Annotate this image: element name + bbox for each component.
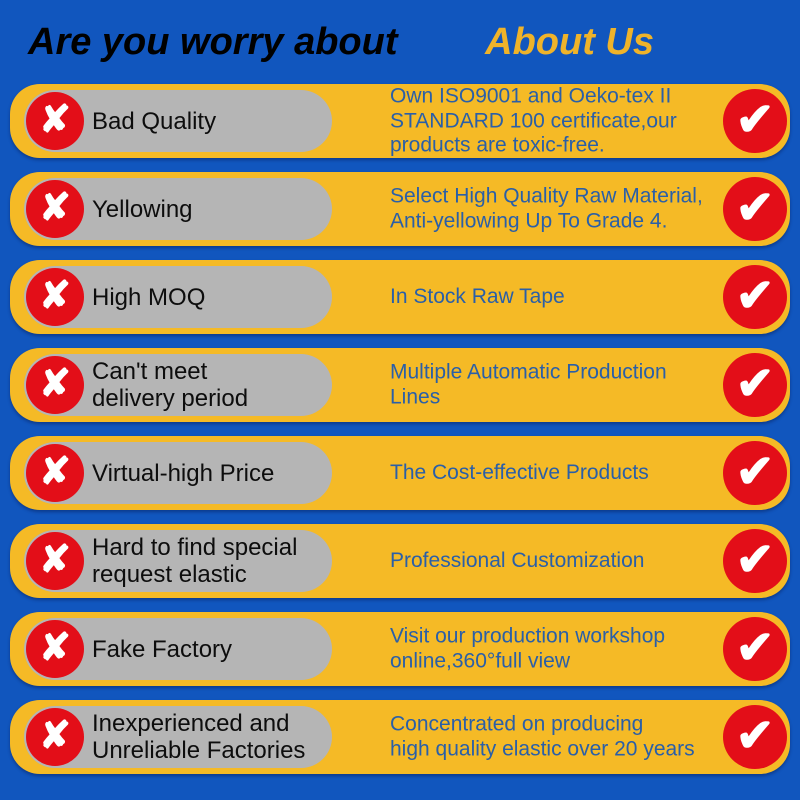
cross-glyph: ✘ (39, 627, 71, 669)
problem-label: Bad Quality (92, 107, 217, 135)
cross-icon: ✘ (26, 620, 84, 678)
check-icon: ✔ (723, 529, 787, 593)
cross-glyph: ✘ (39, 451, 71, 493)
check-icon: ✔ (723, 353, 787, 417)
solution-text: The Cost-effective Products (390, 460, 649, 484)
check-icon: ✔ (723, 177, 787, 241)
worry-title: Are you worry about (28, 20, 398, 63)
problem-label: High MOQ (92, 283, 206, 311)
problem-label: Yellowing (92, 195, 193, 223)
problem-label: Inexperienced and Unreliable Factories (92, 710, 306, 764)
comparison-row-yellowing: ✘ Yellowing Select High Quality Raw Mate… (10, 172, 790, 246)
check-glyph: ✔ (735, 357, 775, 409)
problem-pill: ✘ Virtual-high Price (24, 442, 332, 504)
solution-text: Concentrated on producing high quality e… (390, 712, 695, 761)
check-glyph: ✔ (735, 709, 775, 761)
cross-icon: ✘ (26, 356, 84, 414)
comparison-rows: ✘ Bad Quality Own ISO9001 and Oeko-tex I… (10, 84, 790, 774)
cross-glyph: ✘ (39, 275, 71, 317)
solution-text: Professional Customization (390, 548, 645, 572)
solution-text: Multiple Automatic Production Lines (390, 360, 667, 409)
check-icon: ✔ (723, 617, 787, 681)
cross-glyph: ✘ (39, 363, 71, 405)
comparison-row-special-request: ✘ Hard to find special request elastic P… (10, 524, 790, 598)
cross-icon: ✘ (26, 444, 84, 502)
problem-label: Virtual-high Price (92, 459, 275, 487)
problem-label: Hard to find special request elastic (92, 534, 298, 588)
header: Are you worry about About Us (0, 0, 800, 84)
solution-text: Visit our production workshop online,360… (390, 624, 666, 673)
cross-icon: ✘ (26, 180, 84, 238)
comparison-row-unreliable-factories: ✘ Inexperienced and Unreliable Factories… (10, 700, 790, 774)
check-icon: ✔ (723, 705, 787, 769)
check-glyph: ✔ (735, 445, 775, 497)
comparison-row-fake-factory: ✘ Fake Factory Visit our production work… (10, 612, 790, 686)
comparison-row-high-moq: ✘ High MOQ In Stock Raw Tape ✔ (10, 260, 790, 334)
cross-icon: ✘ (26, 708, 84, 766)
comparison-row-bad-quality: ✘ Bad Quality Own ISO9001 and Oeko-tex I… (10, 84, 790, 158)
about-us-title: About Us (485, 20, 654, 63)
problem-pill: ✘ Bad Quality (24, 90, 332, 152)
cross-icon: ✘ (26, 532, 84, 590)
problem-label: Can't meet delivery period (92, 358, 249, 412)
problem-pill: ✘ Fake Factory (24, 618, 332, 680)
check-glyph: ✔ (735, 621, 775, 673)
solution-text: Select High Quality Raw Material, Anti-y… (390, 184, 703, 233)
comparison-row-delivery-period: ✘ Can't meet delivery period Multiple Au… (10, 348, 790, 422)
problem-pill: ✘ Inexperienced and Unreliable Factories (24, 706, 332, 768)
check-icon: ✔ (723, 265, 787, 329)
solution-text: In Stock Raw Tape (390, 284, 565, 308)
check-glyph: ✔ (735, 181, 775, 233)
cross-icon: ✘ (26, 268, 84, 326)
problem-pill: ✘ Hard to find special request elastic (24, 530, 332, 592)
check-glyph: ✔ (735, 533, 775, 585)
problem-label: Fake Factory (92, 635, 233, 663)
cross-glyph: ✘ (39, 187, 71, 229)
problem-pill: ✘ Yellowing (24, 178, 332, 240)
cross-glyph: ✘ (39, 715, 71, 757)
check-icon: ✔ (723, 441, 787, 505)
check-glyph: ✔ (735, 269, 775, 321)
cross-icon: ✘ (26, 92, 84, 150)
comparison-row-price: ✘ Virtual-high Price The Cost-effective … (10, 436, 790, 510)
check-icon: ✔ (723, 89, 787, 153)
cross-glyph: ✘ (39, 539, 71, 581)
cross-glyph: ✘ (39, 99, 71, 141)
problem-pill: ✘ Can't meet delivery period (24, 354, 332, 416)
check-glyph: ✔ (735, 93, 775, 145)
problem-pill: ✘ High MOQ (24, 266, 332, 328)
solution-text: Own ISO9001 and Oeko-tex II STANDARD 100… (390, 84, 677, 157)
